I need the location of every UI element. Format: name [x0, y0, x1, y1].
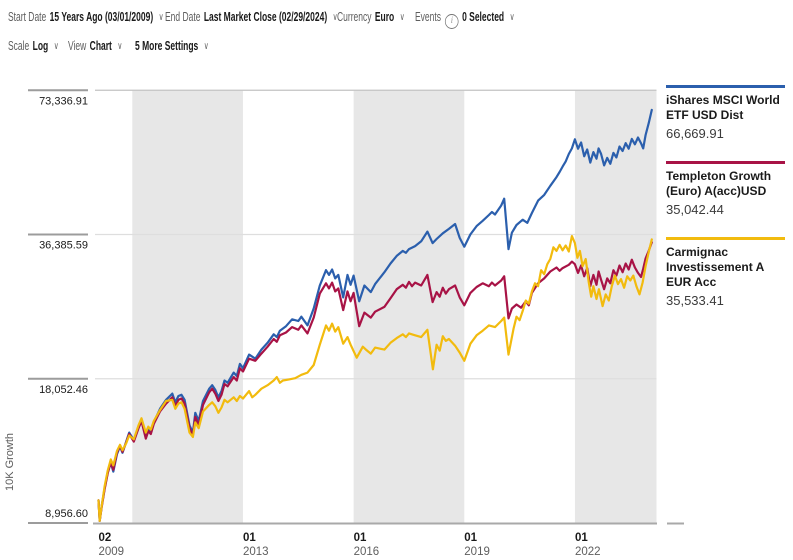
currency-control-label: Currency	[337, 10, 372, 24]
y-tick-label: 8,956.60	[45, 508, 88, 520]
events-control-value: 0 Selected	[462, 10, 505, 24]
chevron-down-icon: ∨	[399, 12, 405, 23]
events-control[interactable]: Events i 0 Selected ∨	[415, 10, 515, 29]
events-control-label: Events	[415, 10, 441, 24]
background-bands	[132, 90, 657, 523]
start-date-control-value: 15 Years Ago (03/01/2009)	[49, 10, 154, 24]
series-line-templeton-growth[interactable]	[97, 241, 653, 523]
legend-end-value: 66,669.91	[666, 126, 724, 141]
view-control-value: Chart	[89, 39, 112, 53]
chevron-down-icon: ∨	[332, 12, 338, 23]
y-tick-label: 36,385.59	[39, 240, 88, 252]
legend-end-value: 35,533.41	[666, 293, 724, 308]
y-axis-ticks: 73,336.91 36,385.59 18,052.46 8,956.60	[28, 89, 88, 524]
chart-settings-toolbar: Start Date 15 Years Ago (03/01/2009) ∨ End …	[0, 0, 793, 70]
x-tick-year: 2016	[354, 546, 380, 558]
x-tick-month: 01	[575, 532, 588, 544]
end-date-control-value: Last Market Close (02/29/2024)	[203, 10, 328, 24]
currency-control[interactable]: Currency Euro ∨	[337, 10, 405, 24]
more-settings-control[interactable]: 5 More Settings ∨	[135, 39, 209, 53]
chevron-down-icon: ∨	[158, 12, 164, 23]
chevron-down-icon: ∨	[509, 12, 515, 23]
x-tick-year: 2022	[575, 546, 601, 558]
end-date-control-label: End Date	[165, 10, 201, 24]
y-axis-title: 10K Growth	[4, 433, 16, 491]
x-tick-year: 2013	[243, 546, 269, 558]
legend-item-ishares-msci-world[interactable]: iShares MSCI World ETF USD Dist 66,669.91	[666, 85, 785, 142]
more-settings-control-value: 5 More Settings	[135, 39, 199, 53]
y-tick-label: 73,336.91	[39, 95, 88, 107]
end-date-control[interactable]: End Date Last Market Close (02/29/2024) ∨	[165, 10, 338, 24]
start-date-control-label: Start Date	[8, 10, 47, 24]
x-tick-month: 01	[243, 532, 256, 544]
scale-control[interactable]: Scale Log ∨	[8, 39, 59, 53]
info-icon[interactable]: i	[445, 14, 459, 29]
chevron-down-icon: ∨	[117, 41, 123, 52]
legend-item-templeton-growth[interactable]: Templeton Growth (Euro) A(acc)USD 35,042.…	[666, 161, 785, 218]
view-control-label: View	[68, 39, 87, 53]
x-tick-month: 01	[464, 532, 477, 544]
shaded-band	[353, 90, 465, 523]
legend-end-value: 35,042.44	[666, 202, 724, 217]
x-tick-year: 2019	[464, 546, 490, 558]
scale-control-label: Scale	[8, 39, 30, 53]
x-tick-month: 01	[354, 532, 367, 544]
gridlines	[95, 89, 657, 380]
shaded-band	[132, 90, 243, 523]
y-tick-label: 18,052.46	[39, 384, 88, 396]
legend-fund-name: Templeton Growth (Euro) A(acc)USD	[666, 169, 772, 198]
chart-legend: iShares MSCI World ETF USD Dist 66,669.91…	[666, 85, 785, 328]
x-tick-year: 2009	[99, 546, 125, 558]
chevron-down-icon: ∨	[203, 41, 209, 52]
start-date-control[interactable]: Start Date 15 Years Ago (03/01/2009) ∨	[8, 10, 164, 24]
scale-control-value: Log	[32, 39, 49, 53]
series-line-carmignac-investissement[interactable]	[97, 235, 653, 523]
series-lines	[97, 108, 653, 523]
x-axis-ticks: 02 2009 01 2013 01 2016 01 2019 01 2022	[99, 532, 601, 558]
series-line-ishares-msci-world[interactable]	[97, 108, 653, 523]
x-tick-month: 02	[99, 532, 112, 544]
chevron-down-icon: ∨	[53, 41, 59, 52]
legend-fund-name: Carmignac Investissement A EUR Acc	[666, 245, 764, 289]
legend-fund-name: iShares MSCI World ETF USD Dist	[666, 93, 780, 122]
shaded-band	[574, 90, 657, 523]
view-control[interactable]: View Chart ∨	[68, 39, 122, 53]
currency-control-value: Euro	[374, 10, 395, 24]
legend-item-carmignac-investissement[interactable]: Carmignac Investissement A EUR Acc 35,533…	[666, 237, 785, 309]
